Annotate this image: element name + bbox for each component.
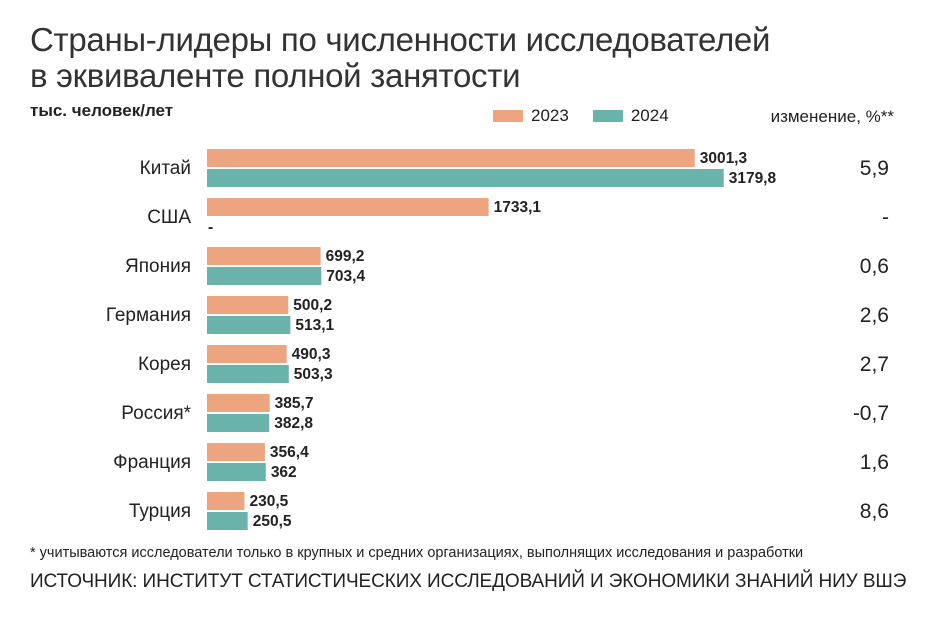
data-label-2024: 3179,8 <box>729 170 777 187</box>
change-value: 8,6 <box>860 500 889 523</box>
bar-2024 <box>207 512 248 530</box>
bar-2023 <box>207 492 245 510</box>
data-label-2024: 703,4 <box>326 268 365 285</box>
unit-label: тыс. человек/лет <box>30 101 174 120</box>
data-label-2023: 500,2 <box>293 297 332 314</box>
bar-2024 <box>207 316 291 334</box>
chart-title: Страны-лидеры по численности исследовате… <box>30 22 770 94</box>
change-header: изменение, %** <box>770 107 894 126</box>
data-label-2023: 230,5 <box>249 493 288 510</box>
data-label-2024: 250,5 <box>253 513 292 530</box>
category-label: США <box>147 207 191 228</box>
bar-2023 <box>207 149 695 167</box>
data-label-2024: - <box>208 219 213 236</box>
bar-2023 <box>207 345 287 363</box>
bar-2023 <box>207 394 270 412</box>
category-label: Корея <box>138 354 191 375</box>
change-value: 2,7 <box>860 353 889 376</box>
category-label: Россия* <box>121 403 191 424</box>
data-label-2024: 513,1 <box>295 317 334 334</box>
change-value: 2,6 <box>860 304 889 327</box>
bar-2024 <box>207 414 270 432</box>
data-label-2023: 490,3 <box>292 346 331 363</box>
footnote: * учитываются исследователи только в кру… <box>30 545 804 561</box>
legend: 2023 2024 <box>493 106 693 126</box>
bar-2023 <box>207 296 289 314</box>
data-label-2024: 382,8 <box>274 415 313 432</box>
legend-label-2024: 2024 <box>630 106 669 125</box>
data-label-2023: 1733,1 <box>494 199 542 216</box>
legend-item-2024: 2024 <box>592 106 669 126</box>
change-value: 1,6 <box>860 451 889 474</box>
title-line-2: в эквиваленте полной занятости <box>30 57 521 94</box>
bar-2024 <box>207 365 289 383</box>
category-label: Китай <box>140 158 191 179</box>
bar-2024 <box>207 169 724 187</box>
bar-2024 <box>207 463 266 481</box>
legend-label-2023: 2023 <box>531 106 569 125</box>
category-label: Япония <box>125 256 191 277</box>
title-line-1: Страны-лидеры по численности исследовате… <box>30 21 771 58</box>
bar-2024 <box>207 267 322 285</box>
data-label-2023: 385,7 <box>275 395 314 412</box>
category-label: Турция <box>129 501 191 522</box>
source-note: ИСТОЧНИК: ИНСТИТУТ СТАТИСТИЧЕСКИХ ИССЛЕД… <box>30 571 907 592</box>
legend-swatch-2024 <box>592 110 623 122</box>
data-label-2023: 699,2 <box>326 248 365 265</box>
legend-item-2023: 2023 <box>493 106 569 126</box>
change-value: 0,6 <box>860 255 889 278</box>
data-label-2023: 356,4 <box>270 444 309 461</box>
change-value: -0,7 <box>853 402 889 425</box>
bar-2023 <box>207 443 265 461</box>
data-label-2024: 362 <box>271 464 297 481</box>
change-value: 5,9 <box>860 157 889 180</box>
data-label-2023: 3001,3 <box>700 150 748 167</box>
legend-swatch-2023 <box>493 110 523 122</box>
category-label: Франция <box>113 452 191 473</box>
bar-2023 <box>207 198 489 216</box>
change-value: - <box>882 206 889 229</box>
bar-2023 <box>207 247 321 265</box>
category-label: Германия <box>106 305 191 326</box>
data-label-2024: 503,3 <box>294 366 333 383</box>
